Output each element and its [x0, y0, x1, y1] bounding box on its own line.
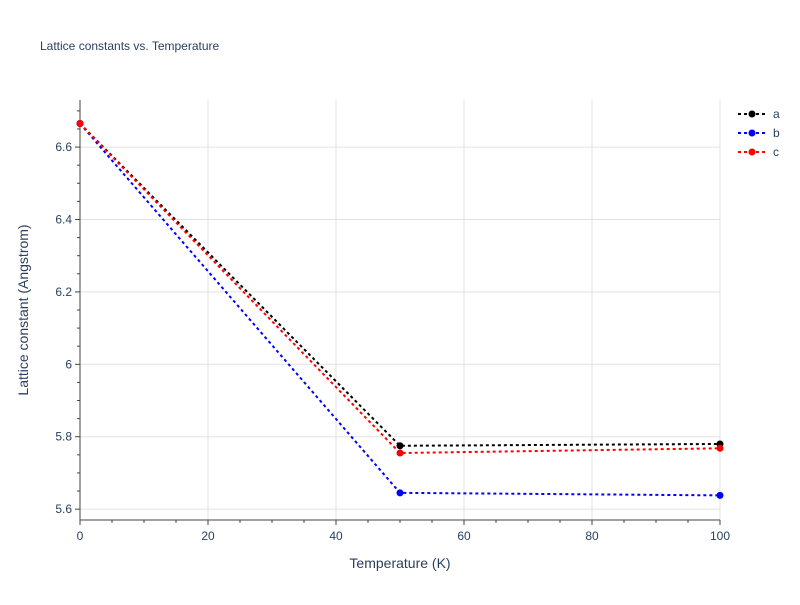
legend-marker	[748, 110, 756, 118]
y-tick-label: 5.8	[55, 430, 72, 444]
data-point-b	[396, 489, 404, 497]
x-tick-label: 60	[457, 529, 471, 543]
x-tick-label: 40	[329, 529, 343, 543]
y-tick-label: 6.6	[55, 140, 72, 154]
legend-marker	[748, 129, 756, 137]
series-line-b	[79, 122, 721, 497]
grid-lines	[79, 100, 721, 520]
y-tick-label: 5.6	[55, 502, 72, 516]
legend-item-b[interactable]: b	[738, 126, 780, 140]
legend-label: c	[773, 145, 779, 159]
y-tick-label: 6	[65, 357, 72, 371]
y-axis-label: Lattice constant (Angstrom)	[15, 224, 31, 395]
y-tick-label: 6.2	[55, 285, 72, 299]
legend[interactable]: abc	[738, 107, 780, 159]
legend-label: b	[773, 126, 780, 140]
data-point-b	[716, 491, 724, 499]
series-line-a	[79, 122, 721, 447]
x-tick-label: 0	[77, 529, 84, 543]
legend-item-a[interactable]: a	[738, 107, 780, 121]
axes: 0 20 40 60 80 100 5.6 5.8 6 6.2 6.4 6.6	[55, 100, 730, 543]
x-tick-label: 80	[585, 529, 599, 543]
data-point-a	[396, 442, 404, 450]
legend-item-c[interactable]: c	[738, 145, 779, 159]
data-point-c	[716, 444, 724, 452]
y-tick-label: 6.4	[55, 212, 72, 226]
x-axis-label: Temperature (K)	[349, 555, 450, 571]
x-tick-label: 20	[201, 529, 215, 543]
data-point-c	[396, 449, 404, 457]
data-series	[76, 120, 724, 499]
series-line-c	[79, 122, 721, 455]
legend-marker	[748, 148, 756, 156]
data-point-c	[76, 120, 84, 128]
chart-title: Lattice constants vs. Temperature	[40, 39, 220, 53]
x-tick-label: 100	[710, 529, 730, 543]
legend-label: a	[773, 107, 780, 121]
